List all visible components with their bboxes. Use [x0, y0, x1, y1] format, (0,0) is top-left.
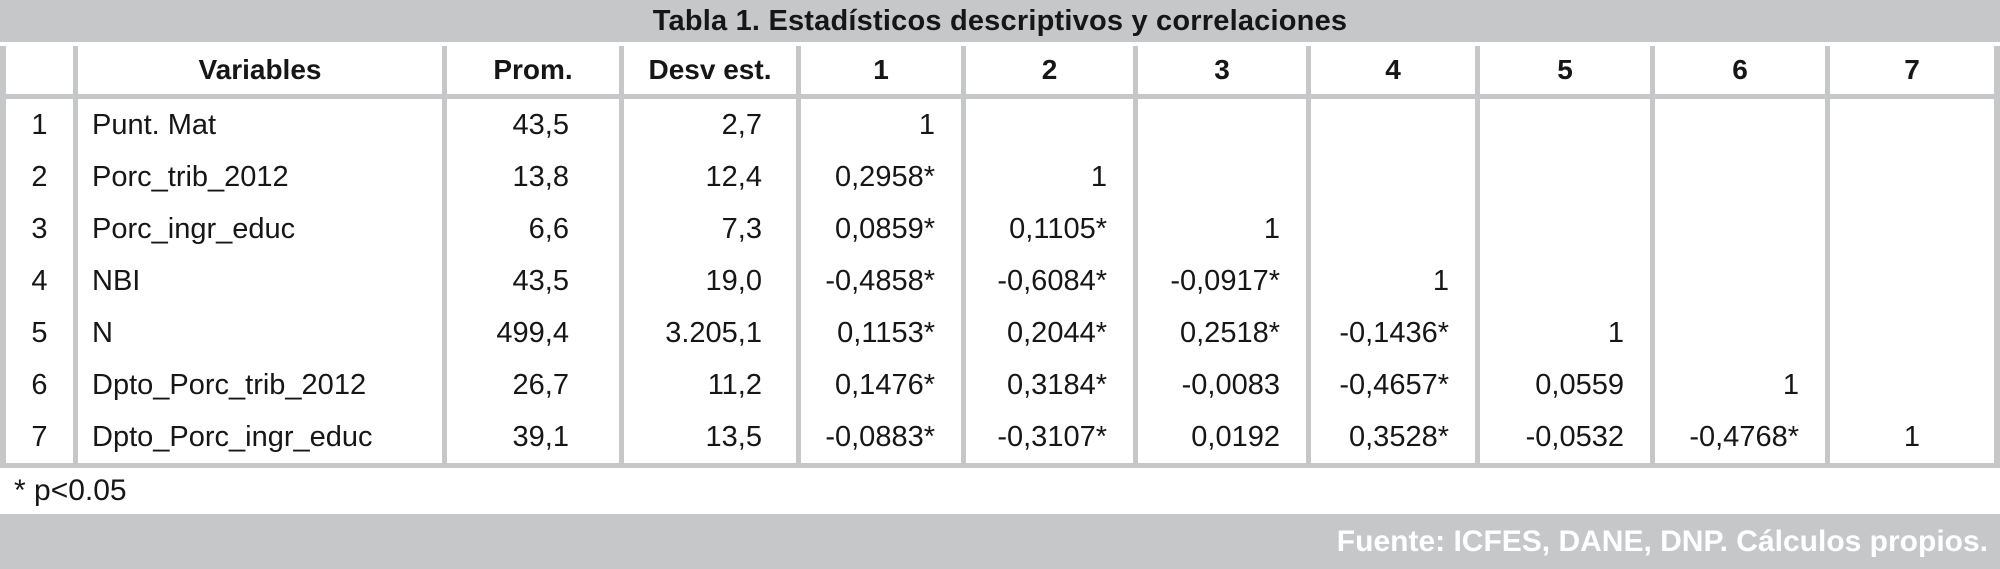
correlation-cell: -0,6084* [966, 255, 1133, 307]
correlation-cell: 0,1153* [801, 307, 961, 359]
correlation-cell: 0,1476* [801, 359, 961, 411]
correlation-cell: 0,3528* [1311, 411, 1475, 463]
correlation-cell [966, 99, 1133, 151]
correlation-cell [1480, 99, 1650, 151]
correlation-cell [1480, 203, 1650, 255]
variable-name-cell: Porc_ingr_educ [78, 203, 442, 255]
correlation-cell: -0,3107* [966, 411, 1133, 463]
row-number-cell: 5 [6, 307, 73, 359]
correlation-cell [1655, 99, 1825, 151]
correlation-cell [1830, 203, 1994, 255]
correlation-cell [1138, 99, 1306, 151]
correlation-cell [1480, 255, 1650, 307]
mean-value-cell: 43,5 [447, 255, 619, 307]
source-bar: Fuente: ICFES, DANE, DNP. Cálculos propi… [0, 514, 2000, 569]
correlation-cell: 1 [1655, 359, 1825, 411]
column-header-2: 2 [966, 46, 1133, 94]
mean-value-cell: 39,1 [447, 411, 619, 463]
column-header-variables: Variables [78, 46, 442, 94]
variable-name-cell: Dpto_Porc_ingr_educ [78, 411, 442, 463]
correlation-cell: 0,2044* [966, 307, 1133, 359]
correlation-cell [1138, 151, 1306, 203]
correlation-cell: 1 [1138, 203, 1306, 255]
variable-name-cell: Punt. Mat [78, 99, 442, 151]
correlation-cell [1655, 151, 1825, 203]
correlation-cell: -0,0083 [1138, 359, 1306, 411]
table-title: Tabla 1. Estadísticos descriptivos y cor… [0, 0, 2000, 42]
row-number-cell: 1 [6, 99, 73, 151]
table-data-rows: 1 Punt. Mat 43,5 2,7 1 2 Porc_trib_2012 13,8 12,… [6, 99, 1994, 463]
column-header-6: 6 [1655, 46, 1825, 94]
correlation-cell [1655, 203, 1825, 255]
row-number-cell: 2 [6, 151, 73, 203]
variable-name-cell: NBI [78, 255, 442, 307]
correlation-cell: -0,0917* [1138, 255, 1306, 307]
variable-name-cell: Dpto_Porc_trib_2012 [78, 359, 442, 411]
correlation-cell: -0,4768* [1655, 411, 1825, 463]
correlation-cell [1480, 151, 1650, 203]
correlation-cell [1655, 307, 1825, 359]
correlation-cell: 0,2958* [801, 151, 961, 203]
mean-value-cell: 6,6 [447, 203, 619, 255]
variable-name-cell: N [78, 307, 442, 359]
row-number-cell: 6 [6, 359, 73, 411]
column-header-empty [6, 46, 73, 94]
correlation-cell: 0,1105* [966, 203, 1133, 255]
mean-value-cell: 13,8 [447, 151, 619, 203]
correlation-cell: 1 [1480, 307, 1650, 359]
correlation-cell: 1 [801, 99, 961, 151]
column-header-prom: Prom. [447, 46, 619, 94]
correlation-cell: 1 [1830, 411, 1994, 463]
correlation-cell [1830, 359, 1994, 411]
correlation-cell [1830, 99, 1994, 151]
correlation-cell [1830, 151, 1994, 203]
significance-footnote: * p<0.05 [0, 468, 2000, 514]
column-header-4: 4 [1311, 46, 1475, 94]
stddev-value-cell: 19,0 [624, 255, 796, 307]
row-number-cell: 3 [6, 203, 73, 255]
stddev-value-cell: 2,7 [624, 99, 796, 151]
correlation-cell [1655, 255, 1825, 307]
correlation-cell: 0,0192 [1138, 411, 1306, 463]
table-header-row: Variables Prom. Desv est. 1 2 3 4 5 6 7 [6, 46, 1994, 99]
stddev-value-cell: 12,4 [624, 151, 796, 203]
stddev-value-cell: 3.205,1 [624, 307, 796, 359]
correlation-cell [1311, 151, 1475, 203]
correlation-cell: -0,4858* [801, 255, 961, 307]
correlation-cell: 1 [966, 151, 1133, 203]
correlation-cell [1830, 255, 1994, 307]
title-separator [0, 42, 2000, 46]
statistics-table: Variables Prom. Desv est. 1 2 3 4 5 6 7 … [0, 46, 2000, 468]
correlation-cell: 0,3184* [966, 359, 1133, 411]
column-header-desv-est: Desv est. [624, 46, 796, 94]
column-header-1: 1 [801, 46, 961, 94]
column-header-5: 5 [1480, 46, 1650, 94]
correlation-cell: 0,2518* [1138, 307, 1306, 359]
mean-value-cell: 499,4 [447, 307, 619, 359]
row-number-cell: 7 [6, 411, 73, 463]
correlation-cell: -0,0883* [801, 411, 961, 463]
correlation-cell: 1 [1311, 255, 1475, 307]
stddev-value-cell: 7,3 [624, 203, 796, 255]
row-number-cell: 4 [6, 255, 73, 307]
mean-value-cell: 26,7 [447, 359, 619, 411]
correlation-cell: -0,0532 [1480, 411, 1650, 463]
correlation-cell [1311, 203, 1475, 255]
correlation-cell: 0,0859* [801, 203, 961, 255]
source-text: Fuente: ICFES, DANE, DNP. Cálculos propi… [1336, 524, 1988, 558]
correlation-cell: -0,1436* [1311, 307, 1475, 359]
correlation-cell: 0,0559 [1480, 359, 1650, 411]
correlation-cell: -0,4657* [1311, 359, 1475, 411]
column-header-7: 7 [1830, 46, 1994, 94]
correlation-cell [1830, 307, 1994, 359]
column-header-3: 3 [1138, 46, 1306, 94]
variable-name-cell: Porc_trib_2012 [78, 151, 442, 203]
correlation-cell [1311, 99, 1475, 151]
stddev-value-cell: 13,5 [624, 411, 796, 463]
mean-value-cell: 43,5 [447, 99, 619, 151]
stddev-value-cell: 11,2 [624, 359, 796, 411]
